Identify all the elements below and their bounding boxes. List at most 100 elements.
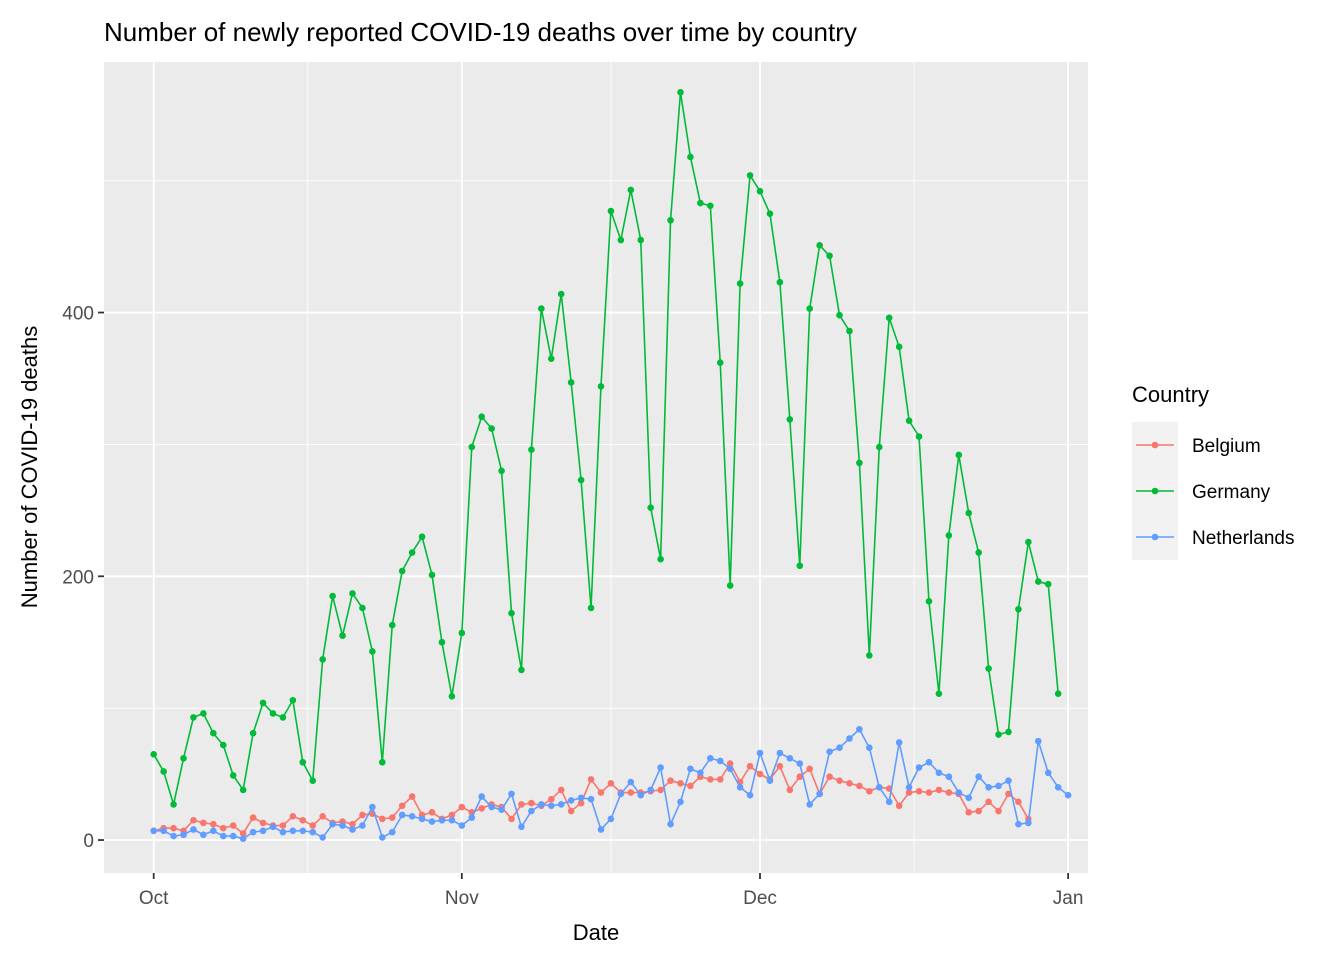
x-axis-label: Date — [573, 920, 619, 945]
y-tick-label: 400 — [62, 304, 94, 325]
data-point — [438, 816, 446, 824]
data-point — [766, 777, 774, 784]
data-point — [398, 811, 406, 819]
data-point — [538, 305, 545, 312]
data-point — [249, 828, 257, 836]
data-point — [895, 802, 903, 810]
data-point — [299, 827, 307, 835]
legend-label: Netherlands — [1192, 528, 1294, 549]
data-point — [796, 760, 804, 767]
data-point — [995, 807, 1002, 815]
data-point — [925, 758, 933, 766]
data-point — [269, 823, 277, 831]
data-point — [289, 696, 297, 704]
series-belgium — [150, 760, 1032, 837]
data-point — [866, 652, 873, 659]
data-point — [856, 782, 863, 790]
data-point — [229, 822, 237, 829]
data-point — [607, 207, 615, 215]
data-point — [249, 729, 257, 737]
data-point — [866, 787, 873, 795]
data-point — [826, 252, 833, 260]
data-point — [697, 199, 704, 207]
data-point — [170, 801, 177, 808]
data-point — [836, 777, 843, 784]
data-point — [547, 795, 555, 803]
data-point — [398, 567, 406, 575]
data-point — [975, 549, 982, 556]
data-point — [1035, 737, 1042, 745]
data-point — [597, 826, 605, 833]
data-point — [597, 383, 605, 390]
data-point — [508, 790, 515, 798]
data-point — [190, 714, 197, 721]
data-point — [488, 803, 495, 811]
data-point — [846, 780, 853, 787]
y-tick-label: 200 — [62, 567, 94, 588]
data-point — [458, 629, 466, 637]
data-point — [269, 710, 277, 717]
data-point — [895, 739, 903, 746]
data-point — [577, 476, 585, 484]
data-point — [736, 783, 744, 791]
legend: Country Belgium Germany Netherlands — [1132, 382, 1294, 560]
data-point — [816, 242, 823, 249]
data-point — [677, 89, 684, 96]
data-point — [627, 186, 635, 194]
data-point — [190, 816, 197, 824]
data-point — [1054, 783, 1062, 791]
data-point — [846, 327, 853, 335]
data-point — [965, 794, 973, 802]
data-point — [1044, 580, 1052, 588]
data-point — [746, 791, 754, 799]
data-point — [567, 797, 575, 804]
data-point — [597, 789, 605, 796]
data-point — [687, 782, 694, 790]
data-point — [508, 815, 515, 823]
data-point — [786, 786, 794, 794]
data-point — [846, 735, 853, 742]
data-point — [170, 832, 177, 840]
data-point — [637, 791, 645, 799]
data-point — [468, 443, 476, 451]
data-point — [945, 773, 953, 781]
data-point — [458, 803, 466, 811]
data-point — [200, 819, 207, 827]
data-point — [448, 811, 456, 819]
data-point — [408, 793, 416, 800]
data-point — [259, 827, 267, 835]
x-tick-label: Nov — [445, 888, 479, 909]
data-point — [249, 814, 257, 821]
data-point — [279, 822, 287, 829]
data-point — [806, 765, 813, 773]
data-point — [1044, 769, 1052, 777]
data-point — [985, 798, 992, 806]
data-point — [915, 764, 923, 771]
data-point — [726, 582, 734, 589]
data-point — [289, 827, 297, 835]
data-point — [418, 815, 426, 823]
data-point — [557, 290, 565, 298]
data-point — [299, 758, 307, 766]
data-point — [856, 725, 863, 733]
data-point — [567, 807, 575, 815]
data-point — [726, 760, 734, 767]
data-point — [975, 807, 982, 815]
data-point — [180, 754, 187, 762]
data-point — [150, 751, 157, 758]
data-point — [746, 172, 754, 179]
data-point — [528, 446, 535, 454]
series-germany — [150, 89, 1062, 808]
data-point — [885, 314, 893, 322]
data-point — [726, 765, 734, 773]
data-point — [458, 822, 466, 829]
data-point — [816, 790, 823, 798]
data-point — [547, 355, 555, 363]
data-point — [1005, 777, 1012, 784]
data-point — [627, 778, 635, 786]
data-point — [438, 638, 446, 646]
data-point — [806, 801, 813, 808]
data-point — [518, 823, 525, 831]
data-point — [915, 433, 923, 440]
